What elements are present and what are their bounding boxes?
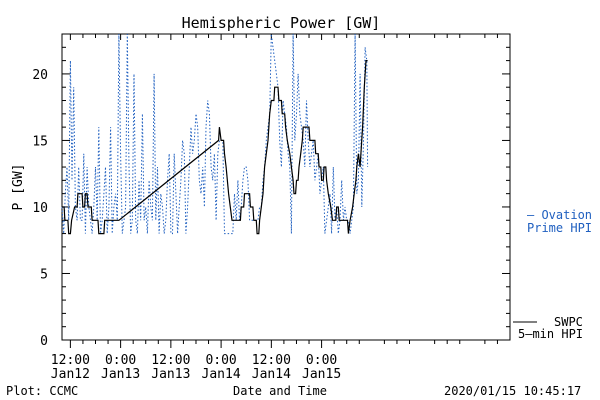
plot-frame xyxy=(61,33,511,341)
y-tick-label: 0 xyxy=(40,334,48,349)
x-tick-label-time: 12:00 xyxy=(51,353,90,368)
x-tick-label-date: Jan15 xyxy=(302,367,341,382)
y-axis-label: P [GW] xyxy=(11,164,26,211)
legend-swpc-line2: 5–min HPI xyxy=(518,327,583,341)
legend-ovation-line2: Prime HPI xyxy=(527,221,592,235)
x-tick-label-date: Jan13 xyxy=(101,367,140,382)
x-tick-label-date: Jan14 xyxy=(202,367,241,382)
y-tick-label: 15 xyxy=(32,134,48,149)
x-tick-label-time: 12:00 xyxy=(252,353,291,368)
x-tick-label-time: 0:00 xyxy=(205,353,236,368)
y-axis-ticks: 0 5 10 15 20 xyxy=(32,33,510,349)
legend-swpc-line1: SWPC xyxy=(554,315,583,329)
series-ovation-prime-line xyxy=(61,33,369,235)
x-tick-label-time: 0:00 xyxy=(105,353,136,368)
legend-ovation-line1: — Ovation xyxy=(527,208,592,222)
x-axis-label: Date and Time xyxy=(233,384,327,398)
series-lines xyxy=(61,33,369,235)
y-tick-label: 20 xyxy=(32,68,48,83)
footer-timestamp: 2020/01/15 10:45:17 xyxy=(444,384,581,398)
x-axis-ticks: 12:00Jan120:00Jan1312:00Jan130:00Jan1412… xyxy=(51,34,498,382)
x-tick-label-date: Jan13 xyxy=(151,367,190,382)
chart-title: Hemispheric Power [GW] xyxy=(182,14,381,32)
x-tick-label-date: Jan14 xyxy=(252,367,291,382)
x-tick-label-date: Jan12 xyxy=(51,367,90,382)
series-swpc-line xyxy=(62,59,368,235)
legend-swpc: SWPC 5–min HPI xyxy=(513,315,583,341)
y-tick-label: 5 xyxy=(40,267,48,282)
footer-credit: Plot: CCMC xyxy=(6,384,78,398)
x-tick-label-time: 0:00 xyxy=(306,353,337,368)
y-tick-label: 10 xyxy=(32,201,48,216)
legend-ovation: — Ovation Prime HPI xyxy=(527,208,592,235)
x-tick-label-time: 12:00 xyxy=(151,353,190,368)
